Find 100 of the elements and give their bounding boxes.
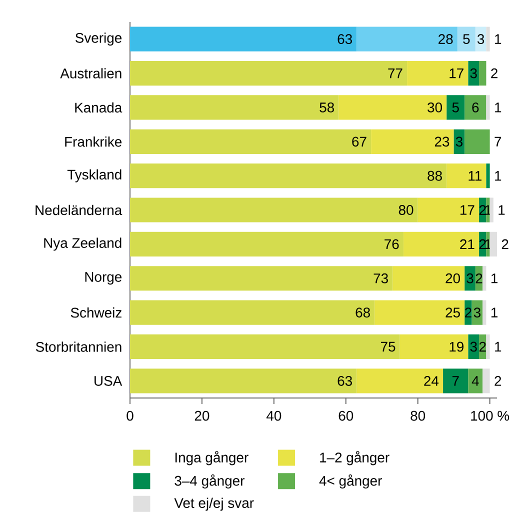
bar — [371, 129, 454, 154]
bar — [356, 368, 444, 394]
data-label: 3 — [470, 68, 477, 78]
y-tick-label: Sverige — [76, 32, 122, 46]
bar — [130, 95, 339, 120]
data-label: 77 — [388, 68, 402, 78]
data-label: 6 — [472, 102, 479, 112]
data-label: 75 — [380, 342, 396, 352]
bar — [130, 164, 447, 188]
data-label: 4 — [472, 376, 479, 386]
legend-label: 1–2 gånger — [320, 451, 390, 466]
x-tick-label: 40 — [266, 410, 282, 421]
y-tick-label: Frankrike — [65, 136, 122, 147]
data-label: 1 — [495, 34, 502, 44]
bar — [486, 334, 490, 360]
data-label: 25 — [446, 308, 460, 318]
bar — [407, 60, 468, 86]
data-label: 2 — [479, 239, 486, 250]
data-label: 3 — [456, 136, 462, 147]
bar — [443, 368, 468, 394]
data-label: 88 — [428, 170, 442, 181]
data-label: 3 — [477, 34, 484, 44]
data-label: 58 — [320, 102, 334, 112]
data-label: 30 — [428, 102, 442, 112]
data-label: 5 — [452, 102, 459, 112]
data-label: 76 — [384, 239, 399, 250]
bar — [486, 95, 490, 120]
data-label: 1 — [495, 171, 502, 181]
data-label: 3 — [474, 308, 480, 318]
x-tick-label: 60 — [338, 410, 354, 421]
data-label: 7 — [494, 136, 502, 146]
data-label: 1 — [491, 274, 498, 284]
data-label: 24 — [424, 376, 439, 386]
data-label: 2 — [494, 376, 502, 386]
bar — [468, 334, 480, 360]
data-label: 3 — [470, 342, 477, 352]
y-tick-label: Nedeländerna — [36, 204, 122, 216]
bar — [403, 232, 480, 256]
bar — [338, 95, 447, 120]
bar — [490, 198, 494, 222]
data-label: 63 — [338, 34, 352, 44]
bar — [130, 266, 393, 291]
data-label: 20 — [446, 273, 460, 284]
data-label: 2 — [502, 239, 508, 250]
bar — [482, 300, 486, 325]
bar — [486, 26, 490, 52]
bar — [468, 368, 483, 394]
y-tick-label: Tyskland — [67, 169, 122, 182]
bar — [446, 95, 465, 120]
data-label: 3 — [466, 273, 474, 284]
data-label: 2 — [479, 342, 486, 352]
bar — [464, 129, 490, 154]
data-label: 5 — [463, 34, 470, 44]
y-tick-label: Schweiz — [70, 307, 122, 318]
data-label: 68 — [356, 308, 370, 318]
bar — [479, 60, 486, 86]
y-tick-label: USA — [94, 376, 122, 386]
x-tick-label: 0 — [126, 410, 134, 421]
y-tick-label: Nya Zeeland — [44, 238, 122, 251]
y-tick-label: Storbritannien — [36, 342, 122, 352]
bar — [482, 368, 490, 394]
bar — [464, 95, 486, 120]
data-label: 2 — [479, 205, 486, 215]
bar — [130, 368, 357, 394]
bar — [400, 334, 468, 360]
data-label: 80 — [398, 205, 414, 215]
data-label: 17 — [450, 68, 464, 78]
x-tick-label: 100 % — [471, 410, 510, 421]
data-label: 2 — [476, 273, 482, 284]
data-label: 2 — [465, 308, 472, 318]
x-tick-label: 80 — [410, 410, 426, 421]
legend-label: Vet ej/ej svar — [174, 498, 254, 511]
bar — [374, 300, 465, 325]
data-label: 7 — [452, 376, 459, 386]
y-tick-label: Kanada — [75, 102, 122, 113]
bar — [446, 164, 486, 188]
bar — [130, 129, 372, 154]
data-label: 23 — [434, 136, 450, 147]
bar — [468, 60, 480, 86]
legend-label: Inga gånger — [175, 451, 248, 466]
bar — [130, 60, 408, 86]
data-label: 73 — [374, 273, 388, 284]
bar — [356, 26, 458, 52]
bar — [464, 266, 476, 291]
bar — [130, 334, 400, 360]
bar — [418, 198, 480, 222]
bar — [130, 198, 418, 222]
legend-label: 3–4 gånger — [174, 474, 245, 489]
data-label: 1 — [495, 342, 502, 352]
data-label: 11 — [468, 171, 482, 181]
data-label: 19 — [450, 342, 464, 352]
legend-label: 4< gånger — [319, 474, 382, 489]
data-label: 17 — [460, 205, 474, 215]
y-tick-label: Australien — [60, 68, 122, 78]
data-label: 1 — [495, 102, 502, 112]
bar — [130, 232, 404, 256]
x-tick-label: 20 — [194, 410, 210, 421]
data-label: 21 — [460, 239, 474, 250]
y-tick-label: Norge — [85, 272, 122, 285]
bar — [486, 164, 490, 188]
